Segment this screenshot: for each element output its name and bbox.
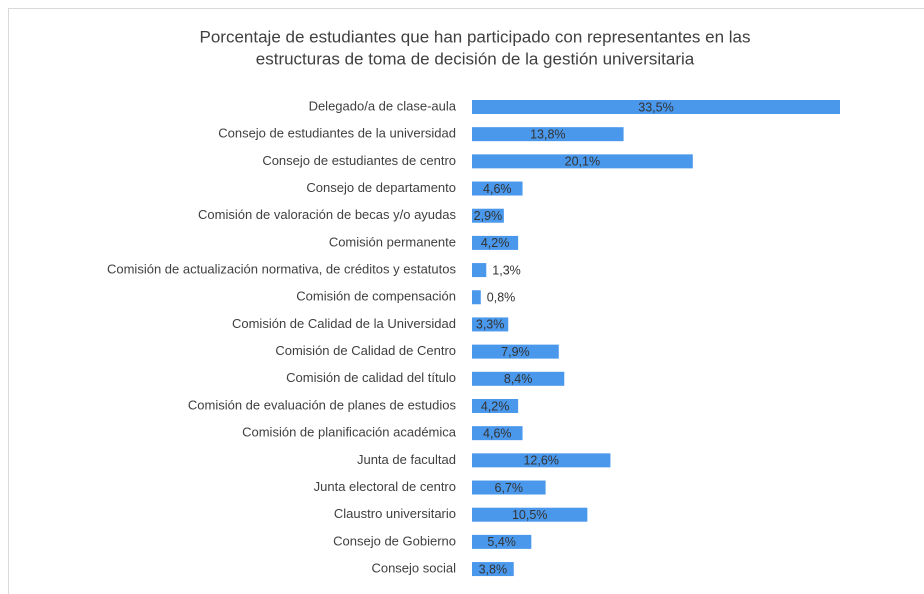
y-tick-label: Junta electoral de centro <box>314 479 456 494</box>
y-tick-label: Comisión de evaluación de planes de estu… <box>188 397 457 412</box>
bar <box>472 235 519 250</box>
y-tick-label: Comisión de actualización normativa, de … <box>107 262 457 277</box>
y-tick-label: Consejo de estudiantes de centro <box>262 153 456 168</box>
bar <box>472 154 693 169</box>
value-label: 7,9% <box>501 345 530 359</box>
value-label: 0,8% <box>487 291 516 305</box>
bar <box>472 344 559 359</box>
value-label: 4,6% <box>483 182 512 196</box>
bar <box>472 398 519 413</box>
bar <box>472 453 611 468</box>
value-label: 3,3% <box>476 318 505 332</box>
bar <box>472 480 546 495</box>
value-label: 1,3% <box>492 263 521 277</box>
chart-title: Porcentaje de estudiantes que han partic… <box>200 27 751 46</box>
value-label: 3,8% <box>479 562 508 576</box>
value-label: 4,2% <box>481 236 510 250</box>
y-tick-label: Comisión de Calidad de Centro <box>275 343 456 358</box>
bar <box>472 208 504 223</box>
value-label: 10,5% <box>512 508 547 522</box>
bar <box>472 181 523 196</box>
y-tick-label: Comisión de compensación <box>296 289 456 304</box>
value-label: 13,8% <box>530 127 565 141</box>
y-tick-label: Comisión de calidad del título <box>286 370 456 385</box>
bar <box>472 426 523 441</box>
y-tick-label: Claustro universitario <box>334 506 456 521</box>
value-label: 33,5% <box>638 100 673 114</box>
y-tick-label: Junta de facultad <box>357 452 456 467</box>
chart-title: estructuras de toma de decisión de la ge… <box>256 49 695 68</box>
bar <box>472 562 514 577</box>
bar <box>472 290 481 305</box>
bar <box>472 263 487 278</box>
bar <box>472 317 509 332</box>
bar <box>472 507 588 522</box>
value-label: 2,9% <box>474 209 503 223</box>
bar <box>472 127 624 142</box>
value-label: 6,7% <box>495 481 524 495</box>
y-tick-label: Consejo de Gobierno <box>333 533 456 548</box>
bar <box>472 371 565 386</box>
bar <box>472 534 532 549</box>
value-label: 4,6% <box>483 426 512 440</box>
y-tick-label: Consejo de departamento <box>306 180 456 195</box>
value-label: 8,4% <box>504 372 533 386</box>
y-tick-label: Comisión de planificación académica <box>242 425 457 440</box>
value-label: 12,6% <box>523 454 558 468</box>
value-label: 4,2% <box>481 399 510 413</box>
y-tick-label: Delegado/a de clase-aula <box>309 98 457 113</box>
value-label: 20,1% <box>565 155 600 169</box>
y-tick-label: Consejo de estudiantes de la universidad <box>218 126 456 141</box>
y-tick-label: Consejo social <box>371 560 456 575</box>
y-tick-label: Comisión de valoración de becas y/o ayud… <box>198 207 456 222</box>
value-label: 5,4% <box>487 535 516 549</box>
chart-frame <box>8 8 924 594</box>
y-tick-label: Comisión de Calidad de la Universidad <box>232 316 456 331</box>
y-tick-label: Comisión permanente <box>329 234 456 249</box>
bar <box>472 100 840 114</box>
